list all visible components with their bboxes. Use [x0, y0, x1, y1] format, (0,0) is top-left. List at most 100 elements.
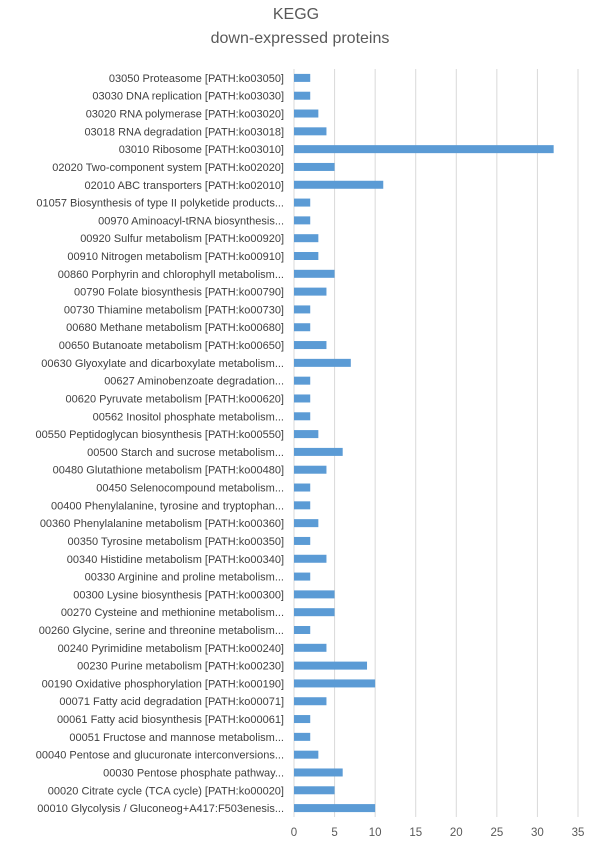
x-tick-label: 30 [531, 827, 544, 839]
gridlines [293, 69, 579, 817]
x-tick-label: 20 [450, 827, 463, 839]
x-tick-label: 10 [369, 827, 382, 839]
category-label: 00500 Starch and sucrose metabolism... [87, 447, 284, 459]
category-label: 00650 Butanoate metabolism [PATH:ko00650… [59, 340, 284, 352]
category-label: 03030 DNA replication [PATH:ko03030] [92, 91, 284, 103]
category-label: 00450 Selenocompound metabolism... [96, 483, 284, 495]
category-label: 00340 Histidine metabolism [PATH:ko00340… [67, 554, 284, 566]
category-label: 00400 Phenylalanine, tyrosine and trypto… [51, 500, 284, 512]
bar [294, 358, 351, 367]
chart-title: KEGG [273, 6, 319, 23]
bar [294, 109, 319, 118]
bar [294, 483, 311, 492]
category-label: 00270 Cysteine and methionine metabolism… [61, 607, 284, 619]
category-label: 00480 Glutathione metabolism [PATH:ko004… [53, 465, 284, 477]
category-label: 00010 Glycolysis / Gluconeog+A417:F503en… [37, 803, 284, 815]
bar [294, 376, 311, 385]
category-label: 00061 Fatty acid biosynthesis [PATH:ko00… [57, 714, 284, 726]
bar [294, 394, 311, 403]
bar [294, 679, 376, 688]
category-label: 00040 Pentose and glucuronate interconve… [36, 750, 284, 762]
category-label: 03010 Ribosome [PATH:ko03010] [119, 144, 284, 156]
bar [294, 697, 327, 706]
bar [294, 626, 311, 634]
bar [294, 145, 554, 154]
bar [294, 323, 311, 332]
category-label: 00240 Pyrimidine metabolism [PATH:ko0024… [58, 643, 284, 655]
category-label: 03018 RNA degradation [PATH:ko03018] [84, 126, 284, 138]
bar [294, 465, 327, 474]
bar [294, 590, 335, 599]
bar [294, 252, 319, 260]
x-axis-tick-labels: 0 5 10 15 20 25 30 35 [291, 827, 585, 839]
bar [294, 287, 327, 296]
x-tick-label: 25 [490, 827, 503, 839]
bar [294, 216, 311, 225]
bar [294, 732, 311, 741]
x-tick-label: 15 [409, 827, 422, 839]
bar [294, 661, 368, 670]
category-label: 00630 Glyoxylate and dicarboxylate metab… [41, 358, 284, 370]
bar [294, 341, 327, 350]
category-label: 03050 Proteasome [PATH:ko03050] [109, 73, 284, 85]
category-label: 00350 Tyrosine metabolism [PATH:ko00350] [68, 536, 284, 548]
category-label: 00030 Pentose phosphate pathway... [103, 767, 284, 779]
bar [294, 786, 335, 795]
bar [294, 73, 311, 82]
bar [294, 234, 319, 243]
x-tick-label: 35 [572, 827, 585, 839]
bar [294, 269, 335, 278]
bar [294, 554, 327, 563]
bar [294, 305, 311, 314]
category-label: 02010 ABC transporters [PATH:ko02010] [84, 180, 284, 192]
bar [294, 519, 319, 528]
category-label: 00360 Phenylalanine metabolism [PATH:ko0… [40, 518, 284, 530]
category-label: 00051 Fructose and mannose metabolism... [69, 732, 284, 744]
category-label: 00970 Aminoacyl-tRNA biosynthesis... [98, 215, 284, 227]
category-label: 00860 Porphyrin and chlorophyll metaboli… [58, 269, 284, 281]
bar [294, 91, 311, 100]
x-tick-label: 0 [291, 827, 297, 839]
category-label: 00190 Oxidative phosphorylation [PATH:ko… [42, 678, 284, 690]
chart-subtitle: down-expressed proteins [211, 30, 390, 47]
bar [294, 715, 311, 724]
x-tick-label: 5 [331, 827, 337, 839]
category-label: 02020 Two-component system [PATH:ko02020… [52, 162, 284, 174]
category-label: 00230 Purine metabolism [PATH:ko00230] [77, 661, 284, 673]
category-label: 03020 RNA polymerase [PATH:ko03020] [86, 109, 284, 121]
category-label: 00562 Inositol phosphate metabolism... [93, 411, 284, 423]
category-label: 00020 Citrate cycle (TCA cycle) [PATH:ko… [48, 785, 284, 797]
bar [294, 501, 311, 510]
bar [294, 162, 335, 171]
bar [294, 180, 384, 189]
bar [294, 643, 327, 652]
category-label: 00260 Glycine, serine and threonine meta… [39, 625, 284, 637]
category-label: 00790 Folate biosynthesis [PATH:ko00790] [74, 287, 284, 299]
category-label: 00627 Aminobenzoate degradation... [104, 376, 284, 388]
category-label: 00680 Methane metabolism [PATH:ko00680] [66, 322, 284, 334]
bar [294, 198, 311, 207]
bar [294, 608, 335, 617]
bar [294, 412, 311, 421]
bars [294, 73, 554, 813]
bar [294, 768, 343, 777]
category-label: 00910 Nitrogen metabolism [PATH:ko00910] [67, 251, 284, 263]
bar [294, 430, 319, 439]
category-label: 00730 Thiamine metabolism [PATH:ko00730] [64, 304, 284, 316]
category-label: 00071 Fatty acid degradation [PATH:ko000… [59, 696, 284, 708]
category-label: 00300 Lysine biosynthesis [PATH:ko00300] [73, 589, 284, 601]
bar [294, 750, 319, 759]
bar [294, 127, 327, 136]
category-labels: 03050 Proteasome [PATH:ko03050] 03030 DNA… [36, 73, 284, 815]
category-label: 00330 Arginine and proline metabolism... [85, 572, 284, 584]
category-label: 01057 Biosynthesis of type II polyketide… [36, 198, 284, 210]
bar [294, 804, 376, 813]
bar [294, 536, 311, 545]
category-label: 00550 Peptidoglycan biosynthesis [PATH:k… [36, 429, 284, 441]
bar [294, 447, 343, 456]
category-label: 00920 Sulfur metabolism [PATH:ko00920] [80, 233, 284, 245]
category-label: 00620 Pyruvate metabolism [PATH:ko00620] [66, 393, 285, 405]
bar [294, 572, 311, 581]
